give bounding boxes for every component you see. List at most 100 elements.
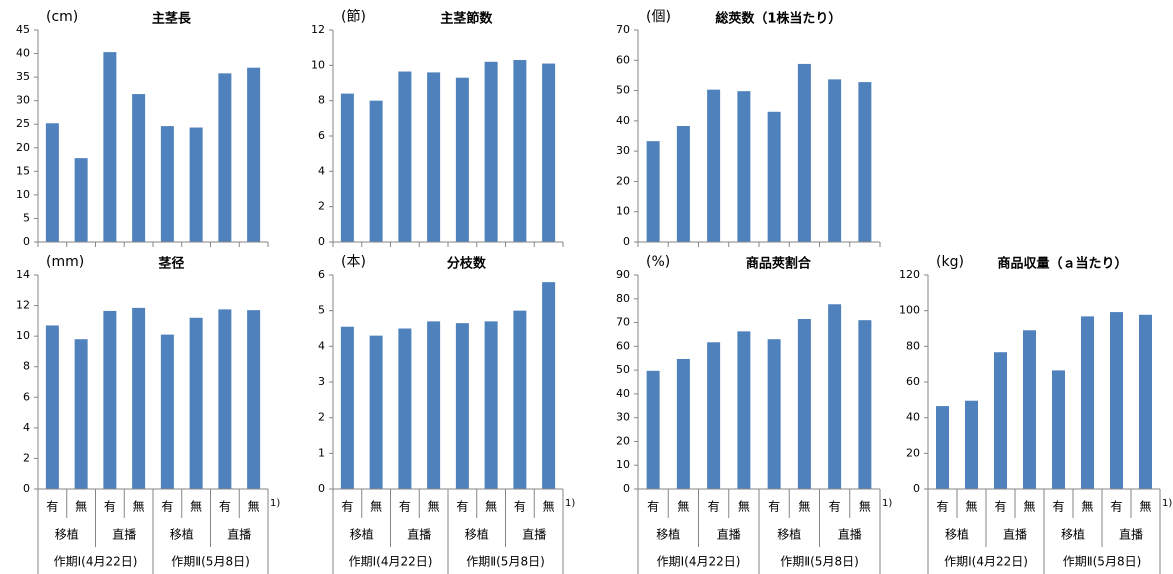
category-group-label: 直播 [717,528,741,542]
period-label: 作期Ⅱ(5月8日) [1063,555,1142,569]
bar [797,63,811,242]
y-tick-label: 0 [623,482,630,495]
chart-title: 主茎長 [152,11,192,27]
bar [218,309,232,489]
bar [542,63,556,242]
unit-label: (本) [341,254,366,270]
x-tick-label: 有 [399,500,411,514]
chart-title: 商品収量（ａ当たり） [998,256,1128,272]
unit-label: (cm) [46,9,78,25]
y-tick-label: 5 [318,304,325,317]
x-tick-label: 有 [46,500,58,514]
y-tick-label: 6 [318,268,325,281]
category-group-label: 直播 [227,528,251,542]
chart-title: 主茎節数 [440,11,493,27]
x-tick-label: 無 [248,499,260,514]
x-tick-label: 有 [1052,500,1064,514]
bar [858,320,872,489]
x-tick-label: 無 [428,499,440,514]
bar [103,310,117,489]
y-tick-label: 40 [906,411,920,424]
bar [427,321,441,489]
bar [160,334,174,489]
y-tick-label: 90 [616,268,630,281]
y-tick-label: 0 [913,482,920,495]
bar [858,82,872,242]
bar [247,310,261,489]
y-tick-label: 60 [906,375,920,388]
x-tick-label: 無 [485,499,497,514]
bar [1081,316,1094,489]
bar [189,127,203,242]
x-tick-label: 有 [936,500,948,514]
y-tick-label: 0 [23,235,30,248]
y-tick-label: 12 [16,299,30,312]
bar [707,342,721,489]
y-tick-label: 6 [23,390,30,403]
y-tick-label: 4 [318,164,325,177]
x-tick-label: 無 [543,499,555,514]
y-tick-label: 2 [318,411,325,424]
x-tick-label: 有 [514,500,526,514]
y-tick-label: 6 [318,129,325,142]
x-tick-label: 有 [829,500,841,514]
y-tick-label: 40 [16,47,30,60]
y-tick-label: 1 [318,446,325,459]
y-tick-label: 25 [16,117,30,130]
category-group-label: 移植 [55,527,79,542]
category-group-label: 移植 [1061,527,1085,542]
period-label: 作期Ⅰ(4月22日) [657,555,741,569]
y-tick-label: 20 [16,141,30,154]
y-tick-label: 40 [616,387,630,400]
bar [936,406,949,489]
x-tick-label: 有 [341,500,353,514]
bar [398,71,412,243]
category-group-label: 移植 [170,527,194,542]
y-tick-label: 30 [16,94,30,107]
bar [45,325,59,489]
chart-title: 商品莢割合 [746,256,812,272]
y-tick-label: 10 [16,188,30,201]
bar [965,400,978,489]
y-tick-label: 60 [616,339,630,352]
y-tick-label: 120 [899,268,920,281]
y-tick-label: 20 [906,446,920,459]
y-tick-label: 0 [623,235,630,248]
bar [247,67,261,242]
category-group-label: 移植 [350,527,374,542]
bar [455,323,469,489]
x-tick-label: 無 [677,499,689,514]
bar [1052,370,1065,489]
x-tick-label: 有 [708,500,720,514]
y-tick-label: 80 [616,292,630,305]
y-tick-label: 10 [16,329,30,342]
y-tick-label: 2 [23,451,30,464]
category-group-label: 移植 [465,527,489,542]
x-tick-label: 有 [994,500,1006,514]
y-tick-label: 4 [23,421,30,434]
bar [797,318,811,489]
category-group-label: 直播 [407,528,431,542]
bar [737,91,751,242]
bar [646,370,660,489]
unit-label: (mm) [46,254,84,270]
bar [189,317,203,489]
y-tick-label: 0 [23,482,30,495]
footnote-mark: 1) [270,498,280,509]
period-label: 作期Ⅰ(4月22日) [944,555,1028,569]
unit-label: (%) [646,254,670,270]
bar [484,61,498,242]
bar [676,358,690,489]
y-tick-label: 45 [16,23,30,36]
y-tick-label: 0 [318,482,325,495]
bar [427,72,441,243]
x-tick-label: 無 [859,499,871,514]
y-tick-label: 8 [318,94,325,107]
bar [103,52,117,242]
category-group-label: 移植 [777,527,801,542]
bar [542,282,556,489]
period-label: 作期Ⅱ(5月8日) [780,555,859,569]
unit-label: (個) [646,9,671,25]
bar [45,123,59,242]
category-group-label: 移植 [945,527,969,542]
